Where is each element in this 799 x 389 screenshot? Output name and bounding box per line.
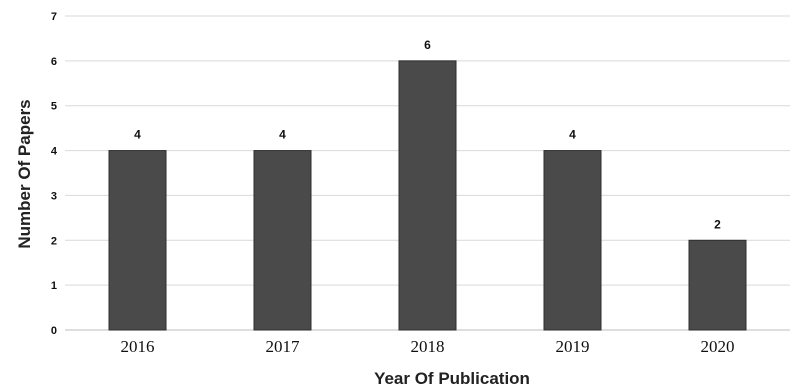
x-tick-label: 2020 [701,337,735,356]
x-tick-label: 2016 [121,337,155,356]
data-label: 4 [134,128,141,142]
data-labels: 4 4 6 4 2 [134,38,721,231]
y-tick-label: 1 [51,280,57,292]
y-axis-title: Number Of Papers [15,99,34,248]
y-tick-label: 7 [51,11,57,23]
y-axis-ticks: 0 1 2 3 4 5 6 7 [51,11,58,337]
x-axis-ticks: 2016 2017 2018 2019 2020 [121,337,735,356]
bar [398,60,457,331]
x-tick-label: 2019 [556,337,590,356]
y-tick-label: 2 [51,235,57,247]
x-tick-label: 2018 [411,337,445,356]
bars [108,60,747,331]
data-label: 6 [424,38,431,52]
y-tick-label: 5 [51,101,57,113]
y-tick-label: 0 [51,325,57,337]
bar [108,150,167,331]
data-label: 4 [279,128,286,142]
data-label: 4 [569,128,576,142]
x-tick-label: 2017 [266,337,301,356]
data-label: 2 [714,217,721,231]
y-tick-label: 4 [51,146,58,158]
x-axis-title: Year Of Publication [374,369,530,388]
bar [253,150,312,331]
bar [543,150,602,331]
bar [688,239,747,331]
y-tick-label: 6 [51,56,57,68]
y-tick-label: 3 [51,190,57,202]
